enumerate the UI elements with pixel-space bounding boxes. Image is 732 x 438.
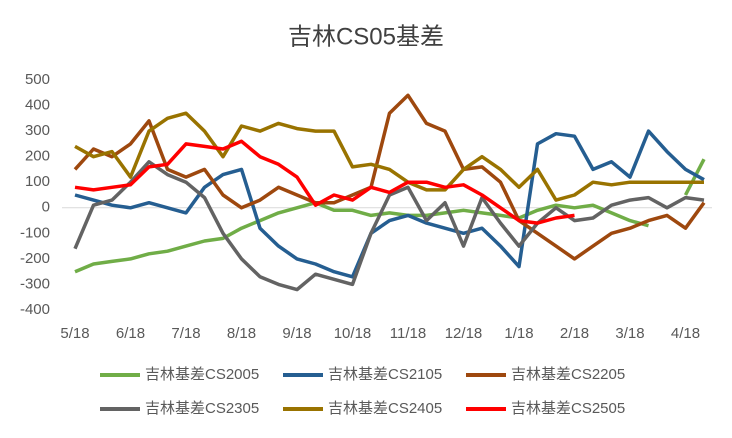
legend-label: 吉林基差CS2205 bbox=[511, 366, 625, 383]
series-line bbox=[74, 111, 704, 202]
y-tick-label: -100 bbox=[20, 224, 50, 241]
y-tick-label: 500 bbox=[25, 71, 50, 88]
x-tick-label: 5/18 bbox=[60, 325, 89, 342]
legend-label: 吉林基差CS2505 bbox=[511, 400, 625, 417]
y-tick-label: -400 bbox=[20, 301, 50, 318]
y-tick-label: -300 bbox=[20, 275, 50, 292]
x-tick-label: 3/18 bbox=[615, 325, 644, 342]
x-tick-label: 1/18 bbox=[504, 325, 533, 342]
legend-label: 吉林基差CS2405 bbox=[328, 400, 442, 417]
chart-title: 吉林CS05基差 bbox=[288, 23, 444, 50]
series-line bbox=[74, 129, 705, 279]
x-tick-label: 11/18 bbox=[390, 325, 426, 342]
x-tick-label: 4/18 bbox=[671, 325, 700, 342]
series-line bbox=[74, 158, 706, 274]
y-tick-label: 300 bbox=[25, 122, 50, 139]
legend-label: 吉林基差CS2105 bbox=[328, 366, 442, 383]
x-tick-label: 10/18 bbox=[334, 325, 372, 342]
x-tick-label: 8/18 bbox=[227, 325, 256, 342]
legend-label: 吉林基差CS2305 bbox=[145, 400, 259, 417]
x-tick-label: 12/18 bbox=[445, 325, 483, 342]
y-tick-label: 200 bbox=[25, 148, 50, 165]
x-tick-label: 9/18 bbox=[282, 325, 311, 342]
legend-label: 吉林基差CS2005 bbox=[145, 366, 259, 383]
y-tick-label: -200 bbox=[20, 250, 50, 267]
series-line bbox=[73, 160, 705, 292]
y-tick-label: 400 bbox=[25, 97, 50, 114]
series-line bbox=[74, 139, 575, 225]
x-tick-label: 7/18 bbox=[171, 325, 200, 342]
series-line bbox=[73, 93, 706, 261]
y-tick-label: 0 bbox=[42, 199, 50, 216]
y-tick-label: 100 bbox=[25, 173, 50, 190]
x-tick-label: 2/18 bbox=[560, 325, 589, 342]
x-tick-label: 6/18 bbox=[116, 325, 145, 342]
